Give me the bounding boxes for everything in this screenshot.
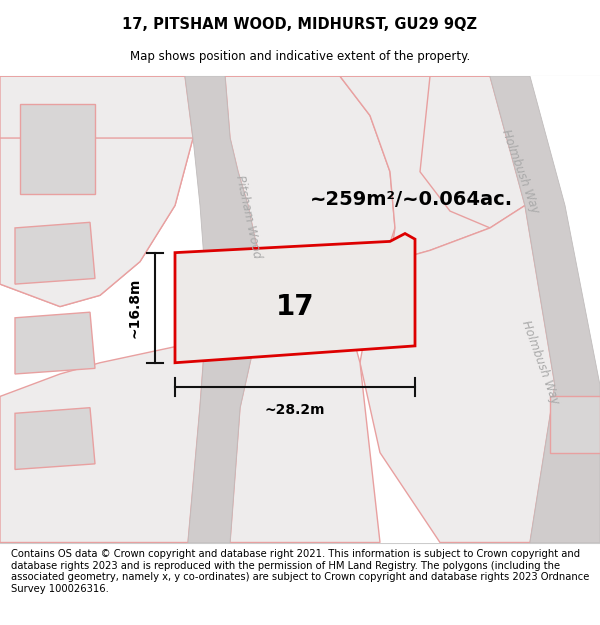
Polygon shape xyxy=(340,76,525,262)
Polygon shape xyxy=(185,76,258,542)
Polygon shape xyxy=(0,76,193,307)
Polygon shape xyxy=(550,396,600,452)
Polygon shape xyxy=(15,408,95,469)
Polygon shape xyxy=(0,138,193,307)
Polygon shape xyxy=(175,234,415,362)
Polygon shape xyxy=(15,222,95,284)
Polygon shape xyxy=(490,76,600,542)
Text: Holmbush Way: Holmbush Way xyxy=(499,128,541,216)
Text: Pitsham Wood: Pitsham Wood xyxy=(233,174,263,259)
Text: ~16.8m: ~16.8m xyxy=(128,278,142,338)
Text: Contains OS data © Crown copyright and database right 2021. This information is : Contains OS data © Crown copyright and d… xyxy=(11,549,589,594)
Polygon shape xyxy=(0,340,205,542)
Polygon shape xyxy=(225,76,395,290)
Polygon shape xyxy=(360,206,555,542)
Text: 17, PITSHAM WOOD, MIDHURST, GU29 9QZ: 17, PITSHAM WOOD, MIDHURST, GU29 9QZ xyxy=(122,17,478,32)
Text: Map shows position and indicative extent of the property.: Map shows position and indicative extent… xyxy=(130,50,470,63)
Polygon shape xyxy=(20,104,95,194)
Polygon shape xyxy=(420,76,525,228)
Text: ~259m²/~0.064ac.: ~259m²/~0.064ac. xyxy=(310,191,513,209)
Text: 17: 17 xyxy=(275,292,314,321)
Text: Holmbush Way: Holmbush Way xyxy=(519,319,561,406)
Polygon shape xyxy=(15,312,95,374)
Polygon shape xyxy=(230,284,380,542)
Text: ~28.2m: ~28.2m xyxy=(265,403,325,417)
